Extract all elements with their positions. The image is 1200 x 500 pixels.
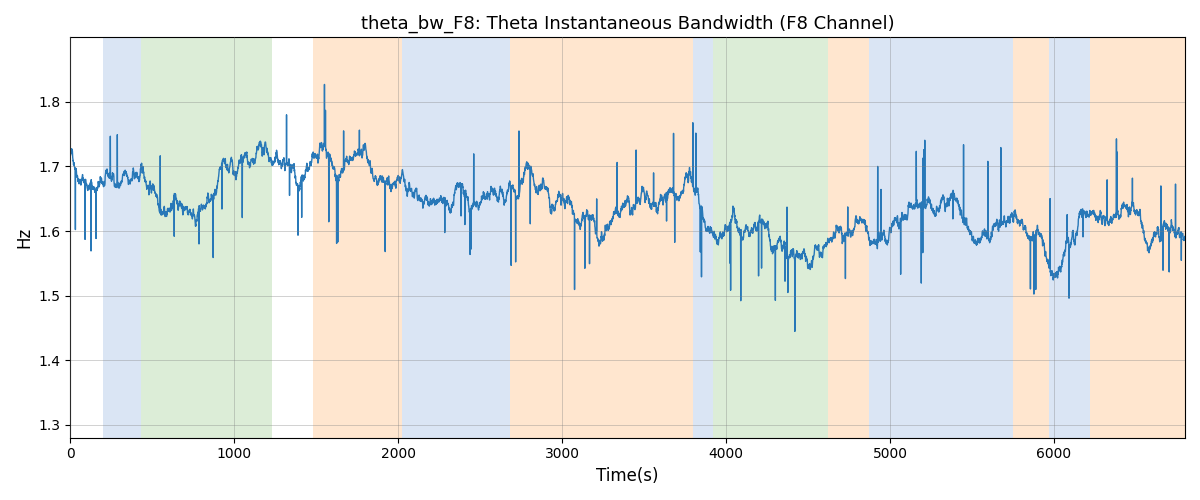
Bar (402, 38, 510, 438)
Bar (313, 38, 402, 438)
Bar (694, 38, 713, 438)
Bar (1090, 38, 1186, 438)
Bar (1013, 38, 1049, 438)
X-axis label: Time(s): Time(s) (596, 467, 659, 485)
Bar (103, 38, 140, 438)
Bar (713, 38, 828, 438)
Bar (869, 38, 1013, 438)
Bar (510, 38, 694, 438)
Y-axis label: Hz: Hz (14, 227, 32, 248)
Bar (140, 38, 272, 438)
Bar (828, 38, 869, 438)
Title: theta_bw_F8: Theta Instantaneous Bandwidth (F8 Channel): theta_bw_F8: Theta Instantaneous Bandwid… (361, 15, 894, 34)
Bar (1049, 38, 1090, 438)
